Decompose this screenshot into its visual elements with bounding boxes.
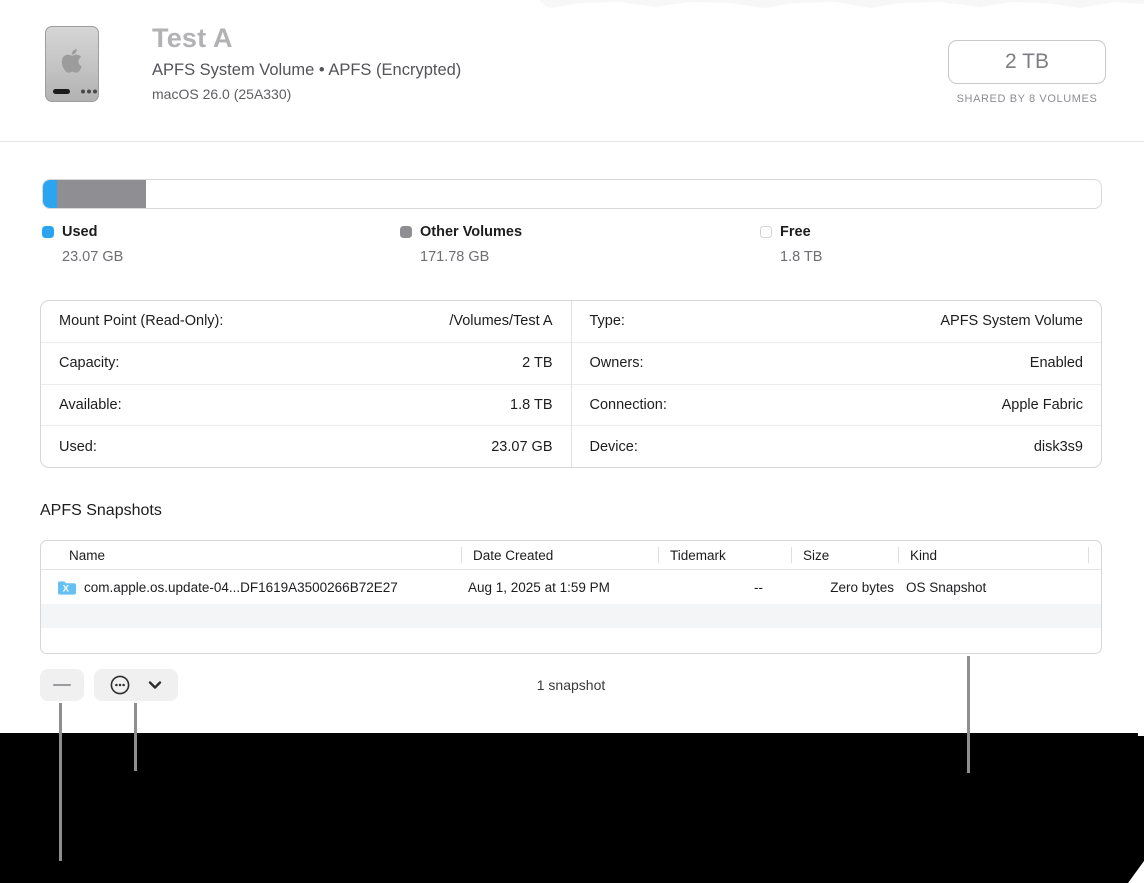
callout-line-more-button — [134, 703, 137, 771]
documentation-black-band — [0, 733, 1144, 883]
snapshot-size: Zero bytes — [830, 579, 894, 595]
other-volumes-swatch-icon — [400, 226, 412, 238]
column-header-kind[interactable]: Kind — [898, 541, 1088, 569]
snapshot-kind: OS Snapshot — [906, 579, 987, 595]
column-header-date-created[interactable]: Date Created — [461, 541, 658, 569]
snapshot-date-created: Aug 1, 2025 at 1:59 PM — [468, 579, 610, 595]
snapshots-table-header: Name Date Created Tidemark Size Kind — [41, 541, 1101, 571]
volume-title: Test A — [152, 23, 233, 53]
legend-used: Used 23.07 GB — [42, 224, 123, 265]
legend-used-label: Used — [62, 224, 98, 240]
legend-other-volumes-value: 171.78 GB — [420, 249, 490, 265]
info-row-capacity: Capacity: 2 TB — [41, 341, 571, 384]
more-options-button[interactable] — [94, 669, 178, 701]
legend-other-volumes: Other Volumes 171.78 GB — [400, 224, 522, 265]
info-row-device: Device: disk3s9 — [571, 425, 1101, 467]
legend-used-value: 23.07 GB — [62, 249, 124, 265]
info-row-used: Used: 23.07 GB — [41, 425, 571, 467]
storage-usage-bar — [42, 179, 1102, 209]
legend-other-volumes-label: Other Volumes — [420, 224, 523, 240]
torn-corner-notch — [1128, 861, 1144, 883]
header-divider — [0, 141, 1144, 142]
svg-text:X: X — [63, 583, 70, 594]
snapshot-tidemark: -- — [754, 579, 763, 595]
info-row-connection: Connection: Apple Fabric — [571, 383, 1101, 426]
snapshot-name: com.apple.os.update-04...DF1619A3500266B… — [84, 579, 398, 595]
column-header-tidemark[interactable]: Tidemark — [658, 541, 791, 569]
volume-subtitle: APFS System Volume • APFS (Encrypted) — [152, 60, 462, 79]
free-swatch-icon — [760, 226, 772, 238]
legend-free-value: 1.8 TB — [780, 249, 823, 265]
shared-volumes-label: SHARED BY 8 VOLUMES — [956, 93, 1098, 105]
circle-ellipsis-icon — [110, 675, 130, 695]
volume-info-table: Mount Point (Read-Only): /Volumes/Test A… — [40, 300, 1102, 468]
snapshots-section-title: APFS Snapshots — [40, 502, 162, 519]
apple-logo-icon — [61, 48, 82, 73]
column-header-size[interactable]: Size — [791, 541, 898, 569]
usage-segment-other-volumes — [57, 180, 147, 208]
info-column-right: Type: APFS System Volume Owners: Enabled… — [570, 301, 1101, 467]
minus-icon — [53, 683, 71, 687]
info-row-type: Type: APFS System Volume — [589, 313, 1084, 330]
legend-free: Free 1.8 TB — [760, 224, 822, 265]
empty-row — [41, 603, 1101, 629]
usage-segment-used — [43, 180, 58, 208]
snapshot-count-label: 1 snapshot — [536, 677, 606, 693]
remove-snapshot-button[interactable] — [40, 669, 84, 701]
snapshots-table: Name Date Created Tidemark Size Kind X c… — [40, 540, 1102, 654]
info-row-mount-point: Mount Point (Read-Only): /Volumes/Test A — [59, 313, 553, 330]
callout-line-remove-button — [59, 703, 62, 861]
torn-edge-nub — [1138, 733, 1144, 736]
callout-line-table — [967, 656, 970, 773]
os-version: macOS 26.0 (25A330) — [152, 85, 292, 102]
info-column-left: Mount Point (Read-Only): /Volumes/Test A… — [41, 301, 571, 467]
snapshot-row[interactable]: X com.apple.os.update-04...DF1619A350026… — [41, 570, 1101, 603]
snapshot-folder-icon: X — [58, 581, 76, 595]
used-swatch-icon — [42, 226, 54, 238]
empty-row — [41, 628, 1101, 653]
info-row-owners: Owners: Enabled — [571, 341, 1101, 384]
info-row-available: Available: 1.8 TB — [41, 383, 571, 426]
column-header-name[interactable]: Name — [69, 547, 106, 563]
capacity-badge: 2 TB — [948, 40, 1106, 84]
chevron-down-icon — [148, 681, 162, 689]
torn-edge-decoration — [540, 0, 1144, 8]
legend-free-label: Free — [780, 224, 811, 240]
disk-icon — [45, 26, 99, 102]
column-header-filler — [1088, 541, 1101, 569]
